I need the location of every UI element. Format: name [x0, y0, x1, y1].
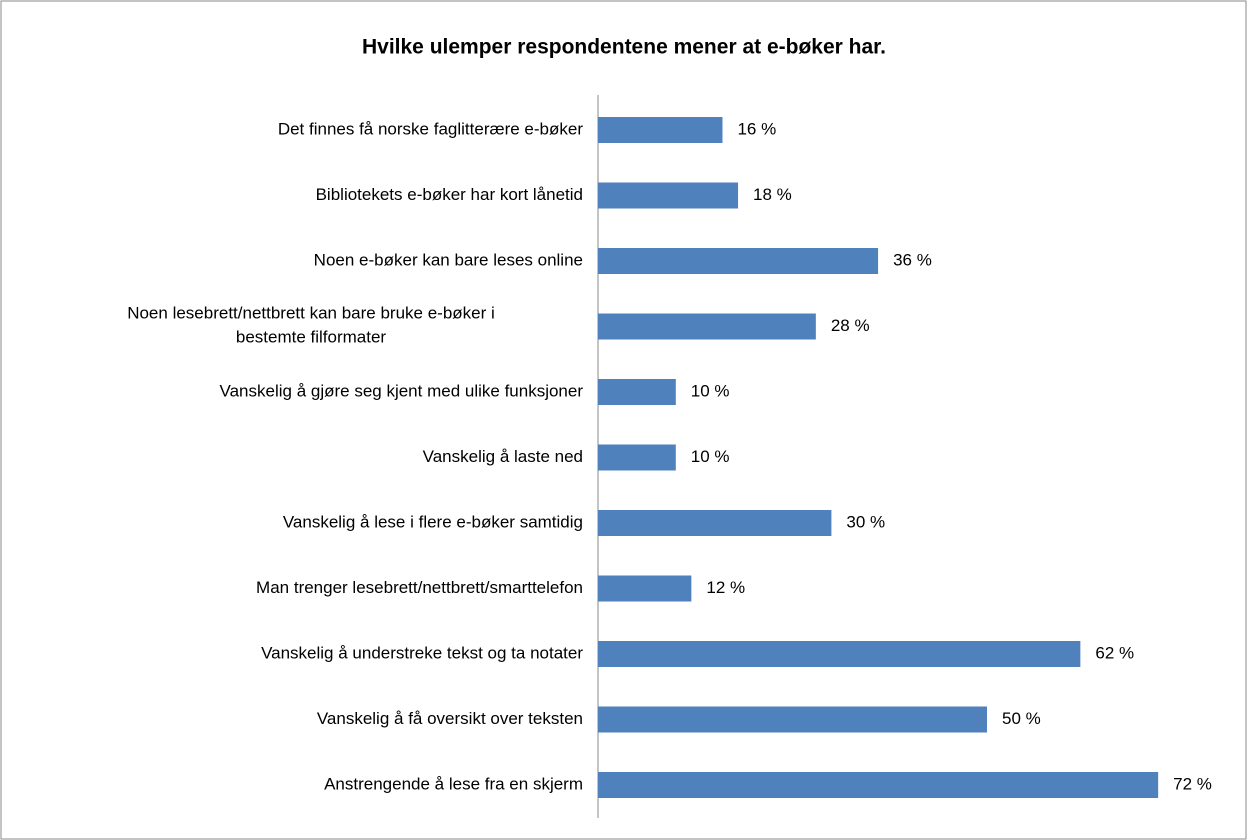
chart-title: Hvilke ulemper respondentene mener at e-…: [362, 36, 886, 59]
value-label: 50 %: [1002, 709, 1041, 728]
value-label: 10 %: [691, 447, 730, 466]
value-label: 12 %: [706, 578, 745, 597]
bar: [598, 248, 879, 274]
category-label: Noen lesebrett/nettbrett kan bare bruke …: [127, 304, 495, 347]
category-label: Vanskelig å få oversikt over teksten: [317, 709, 583, 728]
category-label: Vanskelig å lese i flere e-bøker samtidi…: [283, 512, 583, 531]
value-label: 10 %: [691, 381, 730, 400]
bar: [598, 772, 1159, 798]
bar: [598, 182, 739, 209]
category-label: Vanskelig å gjøre seg kjent med ulike fu…: [220, 381, 584, 400]
category-label: Bibliotekets e-bøker har kort lånetid: [316, 185, 583, 204]
category-label: Noen e-bøker kan bare leses online: [314, 250, 583, 269]
category-label: Vanskelig å laste ned: [423, 447, 583, 466]
category-label: Vanskelig å understreke tekst og ta nota…: [261, 643, 583, 662]
value-label: 18 %: [753, 185, 792, 204]
value-label: 16 %: [737, 119, 776, 138]
value-label: 36 %: [893, 250, 932, 269]
bar: [598, 379, 676, 405]
bar: [598, 510, 832, 536]
bar: [598, 641, 1081, 667]
bar: [598, 313, 816, 340]
category-label: Det finnes få norske faglitterære e-bøke…: [278, 119, 584, 138]
category-label: Man trenger lesebrett/nettbrett/smarttel…: [256, 578, 583, 597]
bar: [598, 444, 676, 471]
value-label: 28 %: [831, 316, 870, 335]
bar: [598, 706, 987, 733]
value-label: 30 %: [846, 512, 885, 531]
bar: [598, 117, 723, 143]
bar: [598, 575, 692, 602]
value-label: 62 %: [1095, 643, 1134, 662]
value-label: 72 %: [1173, 774, 1212, 793]
category-label: Anstrengende å lese fra en skjerm: [324, 774, 583, 793]
